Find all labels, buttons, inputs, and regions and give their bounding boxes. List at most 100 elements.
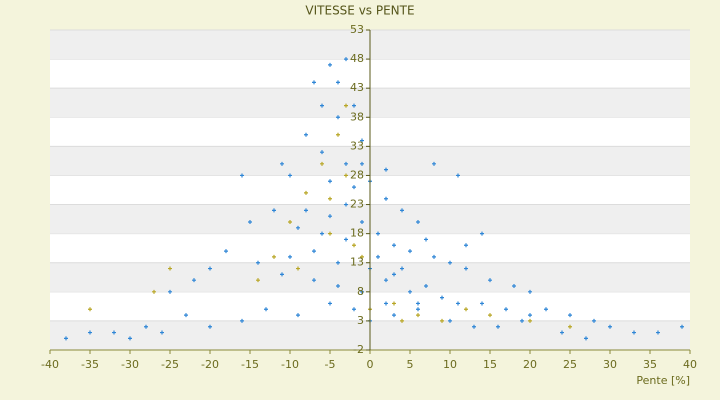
data-point xyxy=(328,301,332,306)
y-tick-label: 33 xyxy=(350,139,364,152)
data-point xyxy=(248,220,252,224)
data-point xyxy=(400,208,404,213)
data-point xyxy=(272,254,276,259)
data-point xyxy=(344,202,348,207)
data-point xyxy=(168,289,172,294)
data-point xyxy=(384,196,388,201)
data-point xyxy=(320,103,324,108)
data-point xyxy=(360,289,364,294)
y-tick-label: 3 xyxy=(357,314,364,327)
y-tick-label: -2 xyxy=(353,343,364,356)
data-point xyxy=(432,161,436,166)
data-point xyxy=(312,249,316,254)
x-tick-label: -10 xyxy=(281,358,299,371)
data-point xyxy=(488,313,492,318)
data-point xyxy=(280,272,284,277)
data-point xyxy=(440,295,444,300)
x-tick-label: 30 xyxy=(603,358,617,371)
data-point xyxy=(344,173,348,178)
data-point xyxy=(160,330,164,335)
data-point xyxy=(336,80,340,85)
data-point xyxy=(520,318,524,323)
x-tick-label: 35 xyxy=(643,358,657,371)
data-point xyxy=(288,254,292,259)
data-point xyxy=(192,278,196,283)
data-point xyxy=(328,231,332,236)
x-tick-label: -35 xyxy=(81,358,99,371)
data-point xyxy=(544,307,548,312)
y-tick-label: 13 xyxy=(350,256,364,269)
data-point xyxy=(240,173,244,178)
data-point xyxy=(256,278,260,283)
data-point xyxy=(328,214,332,219)
data-point xyxy=(352,243,356,248)
data-point xyxy=(416,220,420,224)
data-point xyxy=(296,225,300,230)
data-point xyxy=(448,318,452,323)
data-point xyxy=(360,138,364,143)
data-point xyxy=(488,278,492,283)
x-tick-label: 40 xyxy=(683,358,697,371)
x-tick-label: 15 xyxy=(483,358,497,371)
data-point xyxy=(528,318,532,323)
data-point xyxy=(88,330,92,335)
x-tick-label: -15 xyxy=(241,358,259,371)
data-point xyxy=(320,231,324,236)
data-point xyxy=(680,324,684,329)
data-point xyxy=(152,289,156,294)
y-tick-label: 53 xyxy=(350,23,364,36)
data-point xyxy=(432,254,436,259)
data-point xyxy=(320,150,324,155)
data-point xyxy=(480,301,484,306)
data-point xyxy=(392,301,396,306)
data-point xyxy=(144,324,148,329)
data-point xyxy=(464,307,468,312)
data-point xyxy=(592,318,596,323)
data-point xyxy=(528,289,532,294)
data-point xyxy=(312,278,316,283)
data-point xyxy=(128,336,132,341)
data-point xyxy=(336,260,340,265)
x-tick-label: -40 xyxy=(41,358,59,371)
x-tick-label: 5 xyxy=(407,358,414,371)
x-tick-label: -25 xyxy=(161,358,179,371)
data-point xyxy=(344,237,348,242)
data-point xyxy=(288,220,292,224)
data-point xyxy=(496,324,500,329)
data-point xyxy=(352,185,356,190)
x-tick-label: 10 xyxy=(443,358,457,371)
data-point xyxy=(584,336,588,341)
data-point xyxy=(400,318,404,323)
data-point xyxy=(376,254,380,259)
data-point xyxy=(360,161,364,166)
y-tick-label: 18 xyxy=(350,227,364,240)
chart-title: VITESSE vs PENTE xyxy=(305,4,414,18)
data-point xyxy=(256,260,260,265)
y-tick-label: 48 xyxy=(350,52,364,65)
data-point xyxy=(504,307,508,312)
data-point xyxy=(464,266,468,271)
data-point xyxy=(568,313,572,318)
data-point xyxy=(376,231,380,236)
data-point xyxy=(608,324,612,329)
data-point xyxy=(416,313,420,318)
data-point xyxy=(560,330,564,335)
data-point xyxy=(384,301,388,306)
data-point xyxy=(656,330,660,335)
data-point xyxy=(328,196,332,201)
x-tick-label: -20 xyxy=(201,358,219,371)
data-point xyxy=(328,62,332,67)
data-point xyxy=(480,231,484,236)
data-point xyxy=(512,284,516,288)
data-point xyxy=(408,289,412,294)
data-point xyxy=(384,278,388,283)
data-point xyxy=(416,307,420,312)
data-point xyxy=(336,132,340,137)
data-point xyxy=(632,330,636,335)
y-tick-label: 8 xyxy=(357,285,364,298)
data-point xyxy=(384,167,388,172)
data-point xyxy=(168,266,172,271)
data-point xyxy=(344,103,348,108)
data-point xyxy=(208,324,212,329)
